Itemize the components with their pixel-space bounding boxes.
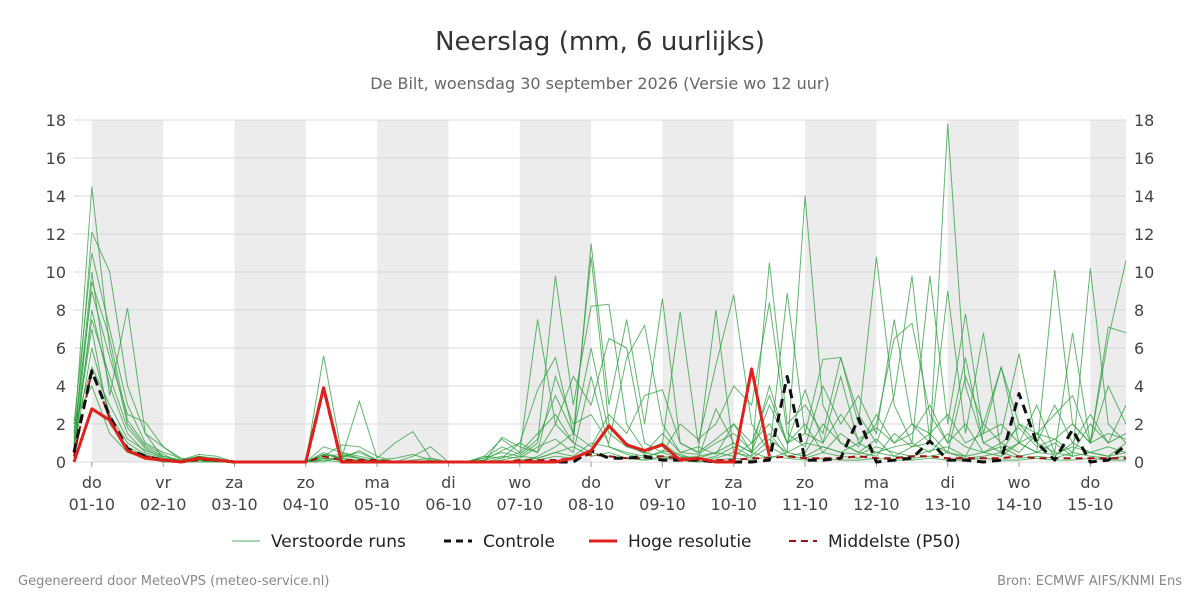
x-tick-day: wo — [1008, 473, 1031, 492]
y-tick-label: 14 — [1134, 187, 1154, 206]
legend-label-median: Middelste (P50) — [828, 532, 961, 552]
x-tick-date: 05-10 — [354, 495, 401, 514]
x-tick-date: 13-10 — [924, 495, 971, 514]
y-tick-label: 10 — [1134, 263, 1154, 282]
x-tick-date: 09-10 — [639, 495, 686, 514]
y-tick-label: 12 — [1134, 225, 1154, 244]
chart-title: Neerslag (mm, 6 uurlijks) — [435, 27, 765, 57]
y-tick-label: 10 — [46, 263, 66, 282]
day-band — [377, 120, 449, 462]
x-tick-day: ma — [364, 473, 389, 492]
legend-label-control: Controle — [483, 532, 555, 552]
y-tick-label: 2 — [1134, 415, 1144, 434]
y-tick-label: 0 — [1134, 453, 1144, 472]
x-tick-day: za — [725, 473, 743, 492]
x-tick-day: zo — [297, 473, 315, 492]
y-tick-label: 16 — [1134, 149, 1154, 168]
gridlines — [74, 119, 1126, 463]
x-tick-date: 01-10 — [69, 495, 116, 514]
y-tick-label: 18 — [1134, 111, 1154, 130]
y-tick-label: 14 — [46, 187, 66, 206]
y-tick-label: 6 — [1134, 339, 1144, 358]
y-tick-label: 16 — [46, 149, 66, 168]
legend-label-ensemble: Verstoorde runs — [271, 532, 406, 552]
y-tick-label: 4 — [1134, 377, 1144, 396]
legend-label-high-res: Hoge resolutie — [628, 532, 752, 552]
y-axis-left: 0 2 4 6 8 10 12 14 16 18 — [46, 111, 66, 472]
legend: Verstoorde runs Controle Hoge resolutie … — [232, 532, 961, 552]
x-axis: do 01-10 vr 02-10 za 03-10 zo 04-10 ma 05-10 di 06-… — [69, 462, 1114, 514]
x-tick-day: do — [1080, 473, 1100, 492]
x-tick-date: 02-10 — [140, 495, 187, 514]
x-tick-day: wo — [508, 473, 531, 492]
y-tick-label: 18 — [46, 111, 66, 130]
x-tick-day: do — [82, 473, 102, 492]
y-tick-label: 6 — [56, 339, 66, 358]
y-tick-label: 8 — [56, 301, 66, 320]
weekend-bands — [91, 120, 1126, 462]
y-axis-right: 0 2 4 6 8 10 12 14 16 18 — [1134, 111, 1154, 472]
x-tick-day: di — [441, 473, 456, 492]
day-band — [91, 120, 164, 462]
x-tick-day: vr — [654, 473, 670, 492]
x-tick-day: di — [940, 473, 955, 492]
x-tick-date: 03-10 — [211, 495, 258, 514]
high-res-line — [72, 367, 771, 464]
footer-generator: Gegenereerd door MeteoVPS (meteo-service… — [18, 574, 329, 589]
day-band — [234, 120, 306, 462]
x-tick-day: ma — [864, 473, 889, 492]
x-tick-day: zo — [796, 473, 814, 492]
x-tick-date: 04-10 — [283, 495, 330, 514]
main-series-lines — [72, 367, 1127, 464]
footer-source: Bron: ECMWF AIFS/KNMI Ens — [997, 574, 1182, 589]
x-tick-date: 08-10 — [568, 495, 615, 514]
x-tick-date: 10-10 — [710, 495, 757, 514]
y-tick-label: 2 — [56, 415, 66, 434]
x-tick-day: vr — [155, 473, 171, 492]
day-band — [947, 120, 1020, 462]
x-tick-day: do — [581, 473, 601, 492]
x-tick-date: 12-10 — [853, 495, 900, 514]
y-tick-label: 8 — [1134, 301, 1144, 320]
x-tick-date: 14-10 — [996, 495, 1043, 514]
x-tick-date: 07-10 — [497, 495, 544, 514]
chart-subtitle: De Bilt, woensdag 30 september 2026 (Ver… — [370, 74, 830, 93]
y-tick-label: 0 — [56, 453, 66, 472]
y-tick-label: 4 — [56, 377, 66, 396]
x-tick-date: 11-10 — [782, 495, 829, 514]
x-tick-date: 06-10 — [425, 495, 472, 514]
y-tick-label: 12 — [46, 225, 66, 244]
x-tick-date: 15-10 — [1067, 495, 1114, 514]
x-tick-day: za — [225, 473, 243, 492]
day-band — [662, 120, 734, 462]
